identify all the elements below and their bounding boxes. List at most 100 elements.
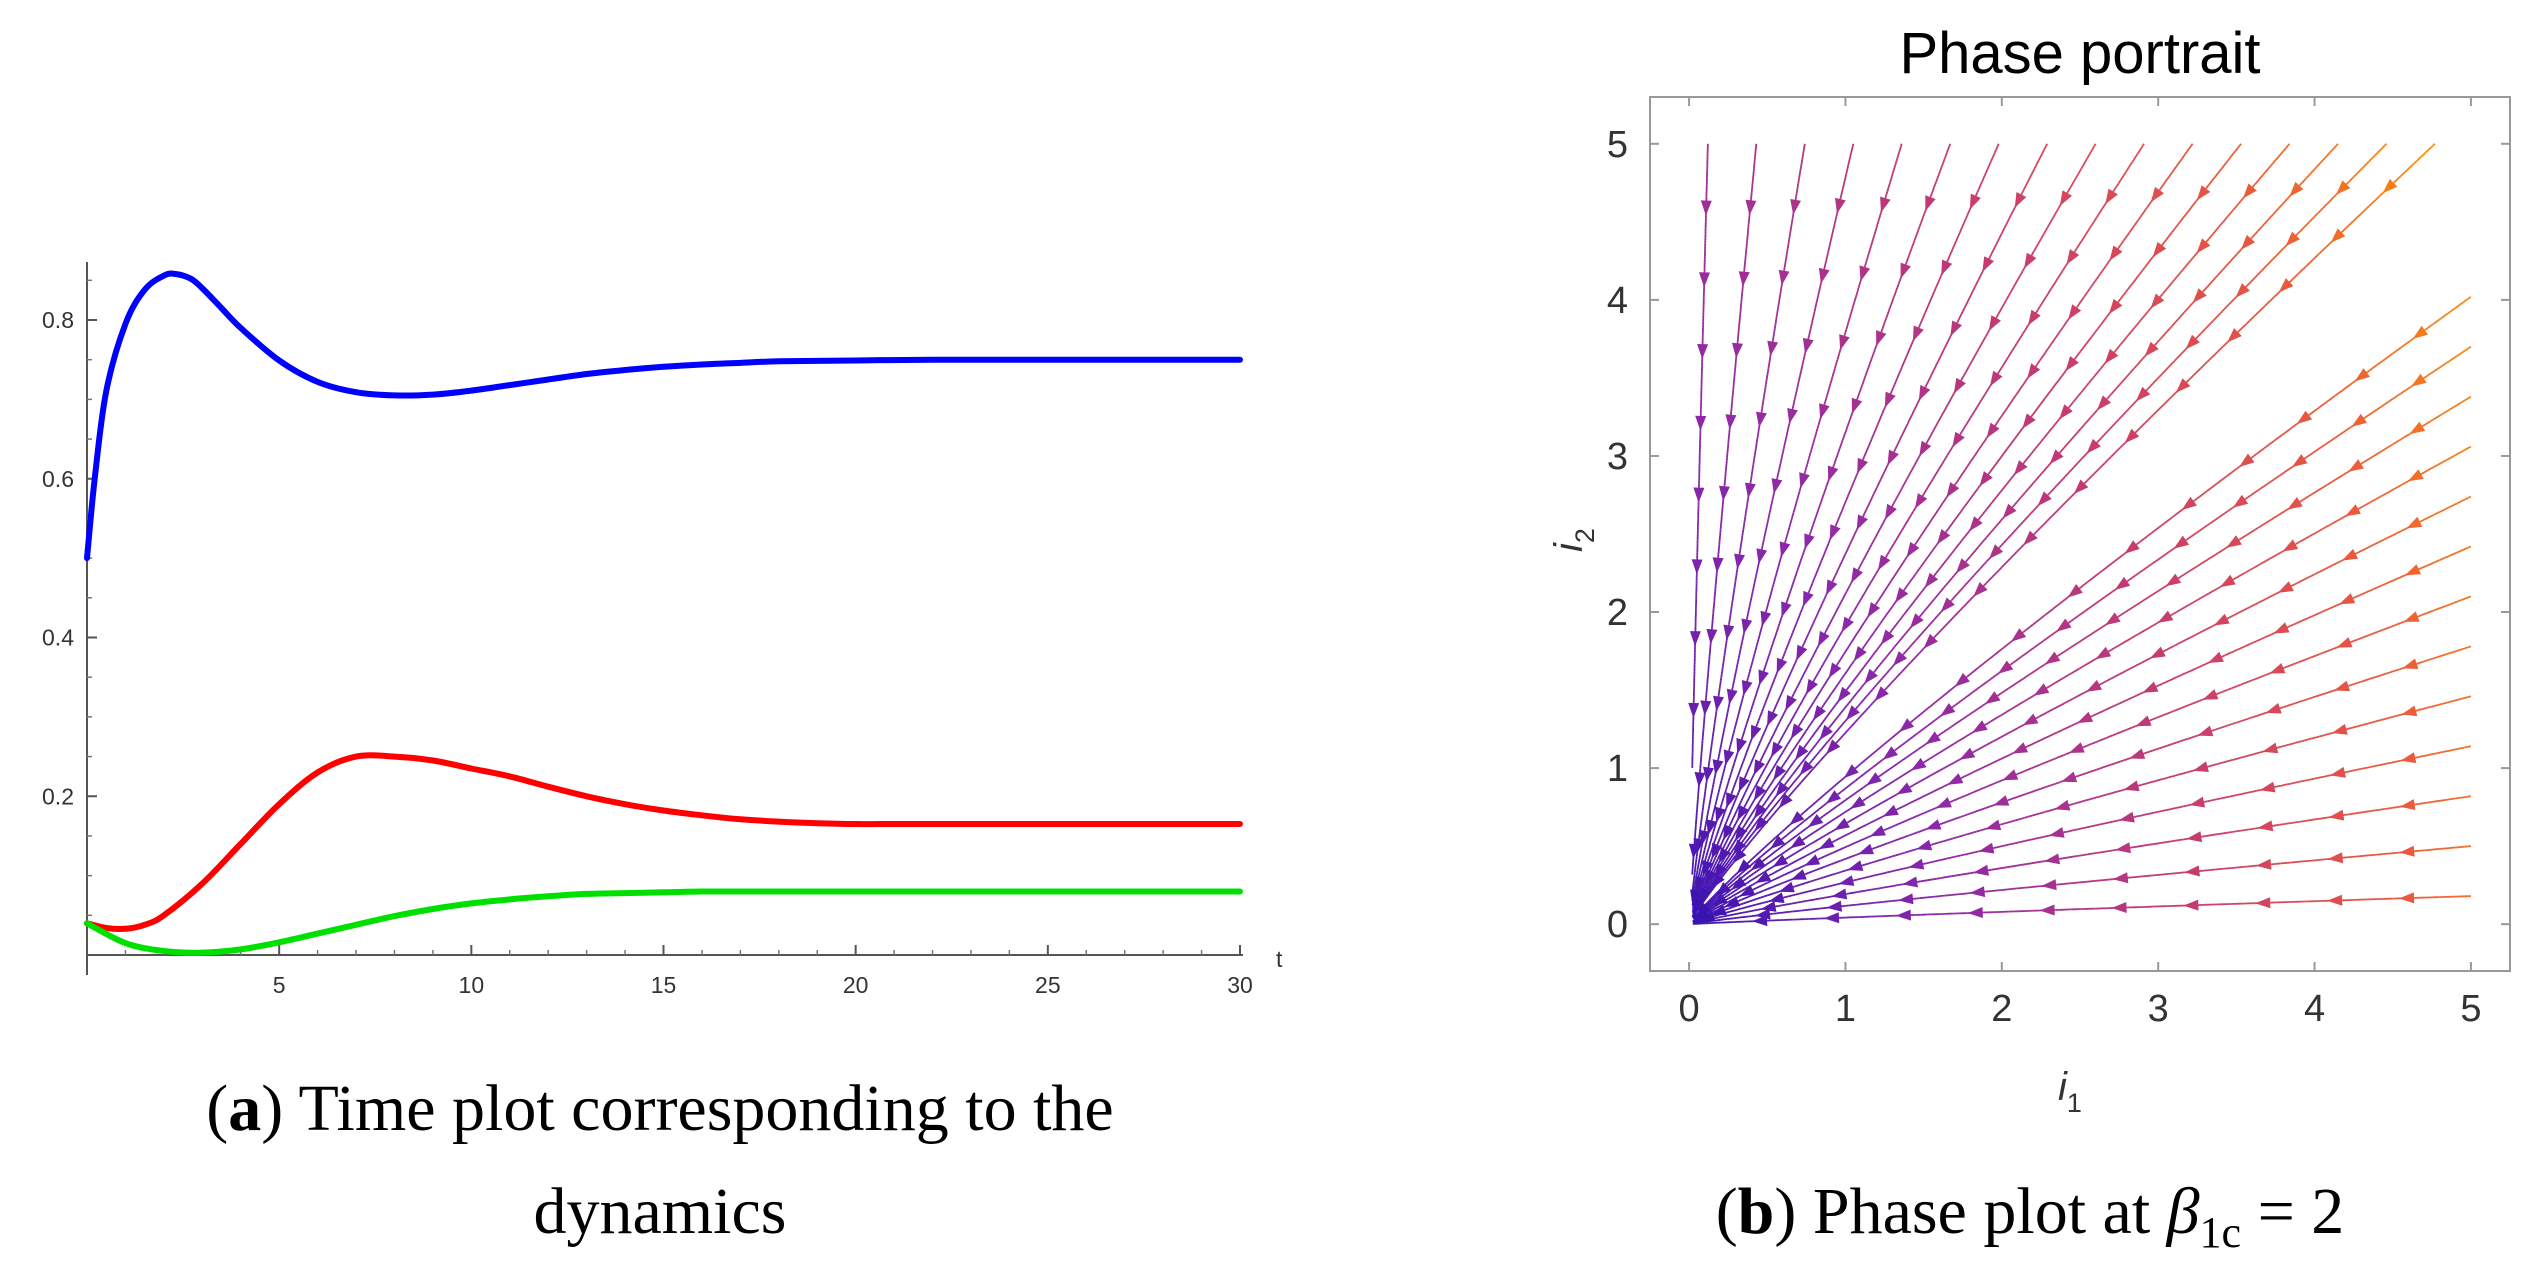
streamline-segment [2135,429,2139,433]
streamline-segment [1770,502,1773,507]
streamline-segment [1784,781,1788,786]
streamline-segment [1767,652,1771,657]
streamline-segment [1809,736,1813,741]
streamline-segment [2020,544,2025,549]
streamline-segment [1962,505,1966,510]
streamline-segment [1848,158,1851,163]
streamline-segment [1950,249,1954,253]
streamline-segment [2188,145,2192,150]
streamline-segment [1804,774,1809,779]
streamline-arrow [1726,688,1738,705]
streamline-segment [1861,645,1866,650]
streamline-segment [1923,489,1927,494]
streamline-arrow [1829,524,1841,541]
streamline-segment [2129,161,2133,166]
streamline-segment [1706,814,1709,819]
streamline-segment [1877,679,1882,684]
streamline-segment [1808,451,1812,456]
streamline-segment [1925,439,1929,444]
streamline-segment [1905,422,1909,427]
streamline-segment [1823,400,1827,405]
streamline-segment [2076,394,2080,399]
streamline-segment [1823,753,1827,758]
streamline-segment [2343,226,2348,231]
streamline-segment [1836,637,1840,641]
streamline-segment [1714,714,1717,718]
streamline-segment [2108,455,2113,460]
streamline-segment [1840,735,1844,739]
streamline-segment [1835,729,1839,733]
streamline-segment [1850,484,1854,489]
streamline-segment [2359,167,2363,172]
streamline-segment [1846,164,1850,169]
streamline-segment [2119,341,2124,346]
streamline-segment [2110,453,2115,458]
streamline-segment [1722,872,1726,877]
streamline-segment [2166,398,2170,403]
streamline-segment [1941,562,1945,567]
streamline-segment [2121,239,2125,244]
streamline-arrow [2235,283,2250,298]
streamline-segment [2022,492,2026,496]
streamline-segment [1901,668,1905,673]
streamline-segment [1765,787,1769,792]
streamline-segment [1794,503,1798,507]
streamline-segment [1824,262,1827,266]
streamline-segment [1945,557,1949,562]
streamline-segment [2003,300,2007,305]
streamline-arrow [1826,579,1838,596]
streamline-segment [2073,433,2078,437]
streamline-segment [1776,306,1780,311]
streamline-segment [1734,756,1738,761]
streamline-segment [1872,351,1875,356]
streamline-segment [1799,676,1804,681]
streamline-segment [1859,624,1864,629]
streamline-segment [1743,754,1747,759]
streamline-segment [1858,281,1862,285]
streamline-segment [1729,615,1732,619]
streamline-segment [1719,783,1722,787]
streamline-segment [1807,739,1811,743]
streamline-segment [2165,366,2169,371]
streamline-segment [2097,211,2101,216]
streamline-segment [1862,591,1867,596]
streamline-segment [1803,756,1807,761]
streamline-segment [1960,538,1964,542]
streamline-segment [1893,572,1898,577]
streamline-segment [1806,772,1811,776]
streamline-segment [1893,448,1897,452]
streamline-segment [2012,284,2016,288]
streamline-segment [1712,810,1715,815]
streamline-segment [2267,216,2271,221]
streamline-segment [1869,544,1873,548]
streamline-arrow [1837,686,1851,703]
streamline-segment [1882,470,1886,475]
streamline-arrow [1734,553,1745,570]
streamline-segment [1701,875,1704,880]
streamline-segment [1979,541,1983,546]
streamline-segment [1750,789,1754,794]
streamline-segment [2325,244,2330,248]
streamline-segment [2028,512,2032,516]
streamline-segment [1787,674,1791,679]
streamline-segment [2375,196,2379,201]
streamline-segment [1816,611,1820,616]
streamline-segment [1712,828,1716,832]
streamline-segment [2237,328,2242,333]
streamline-segment [1769,770,1773,775]
streamline-segment [1813,574,1817,579]
streamline-segment [1783,650,1787,654]
streamline-segment [1781,764,1785,768]
streamline-arrow [1715,806,1726,823]
streamline-segment [1853,693,1858,697]
streamline-segment [1928,300,1931,305]
streamline-segment [2276,252,2280,256]
streamline-segment [1831,734,1835,738]
streamline-segment [2020,332,2024,337]
streamline-segment [1769,738,1773,742]
streamline-segment [1750,706,1754,710]
streamline-arrow [1737,804,1749,821]
streamline-segment [2005,406,2009,411]
streamline-segment [1795,766,1800,771]
streamline-segment [1733,587,1736,592]
